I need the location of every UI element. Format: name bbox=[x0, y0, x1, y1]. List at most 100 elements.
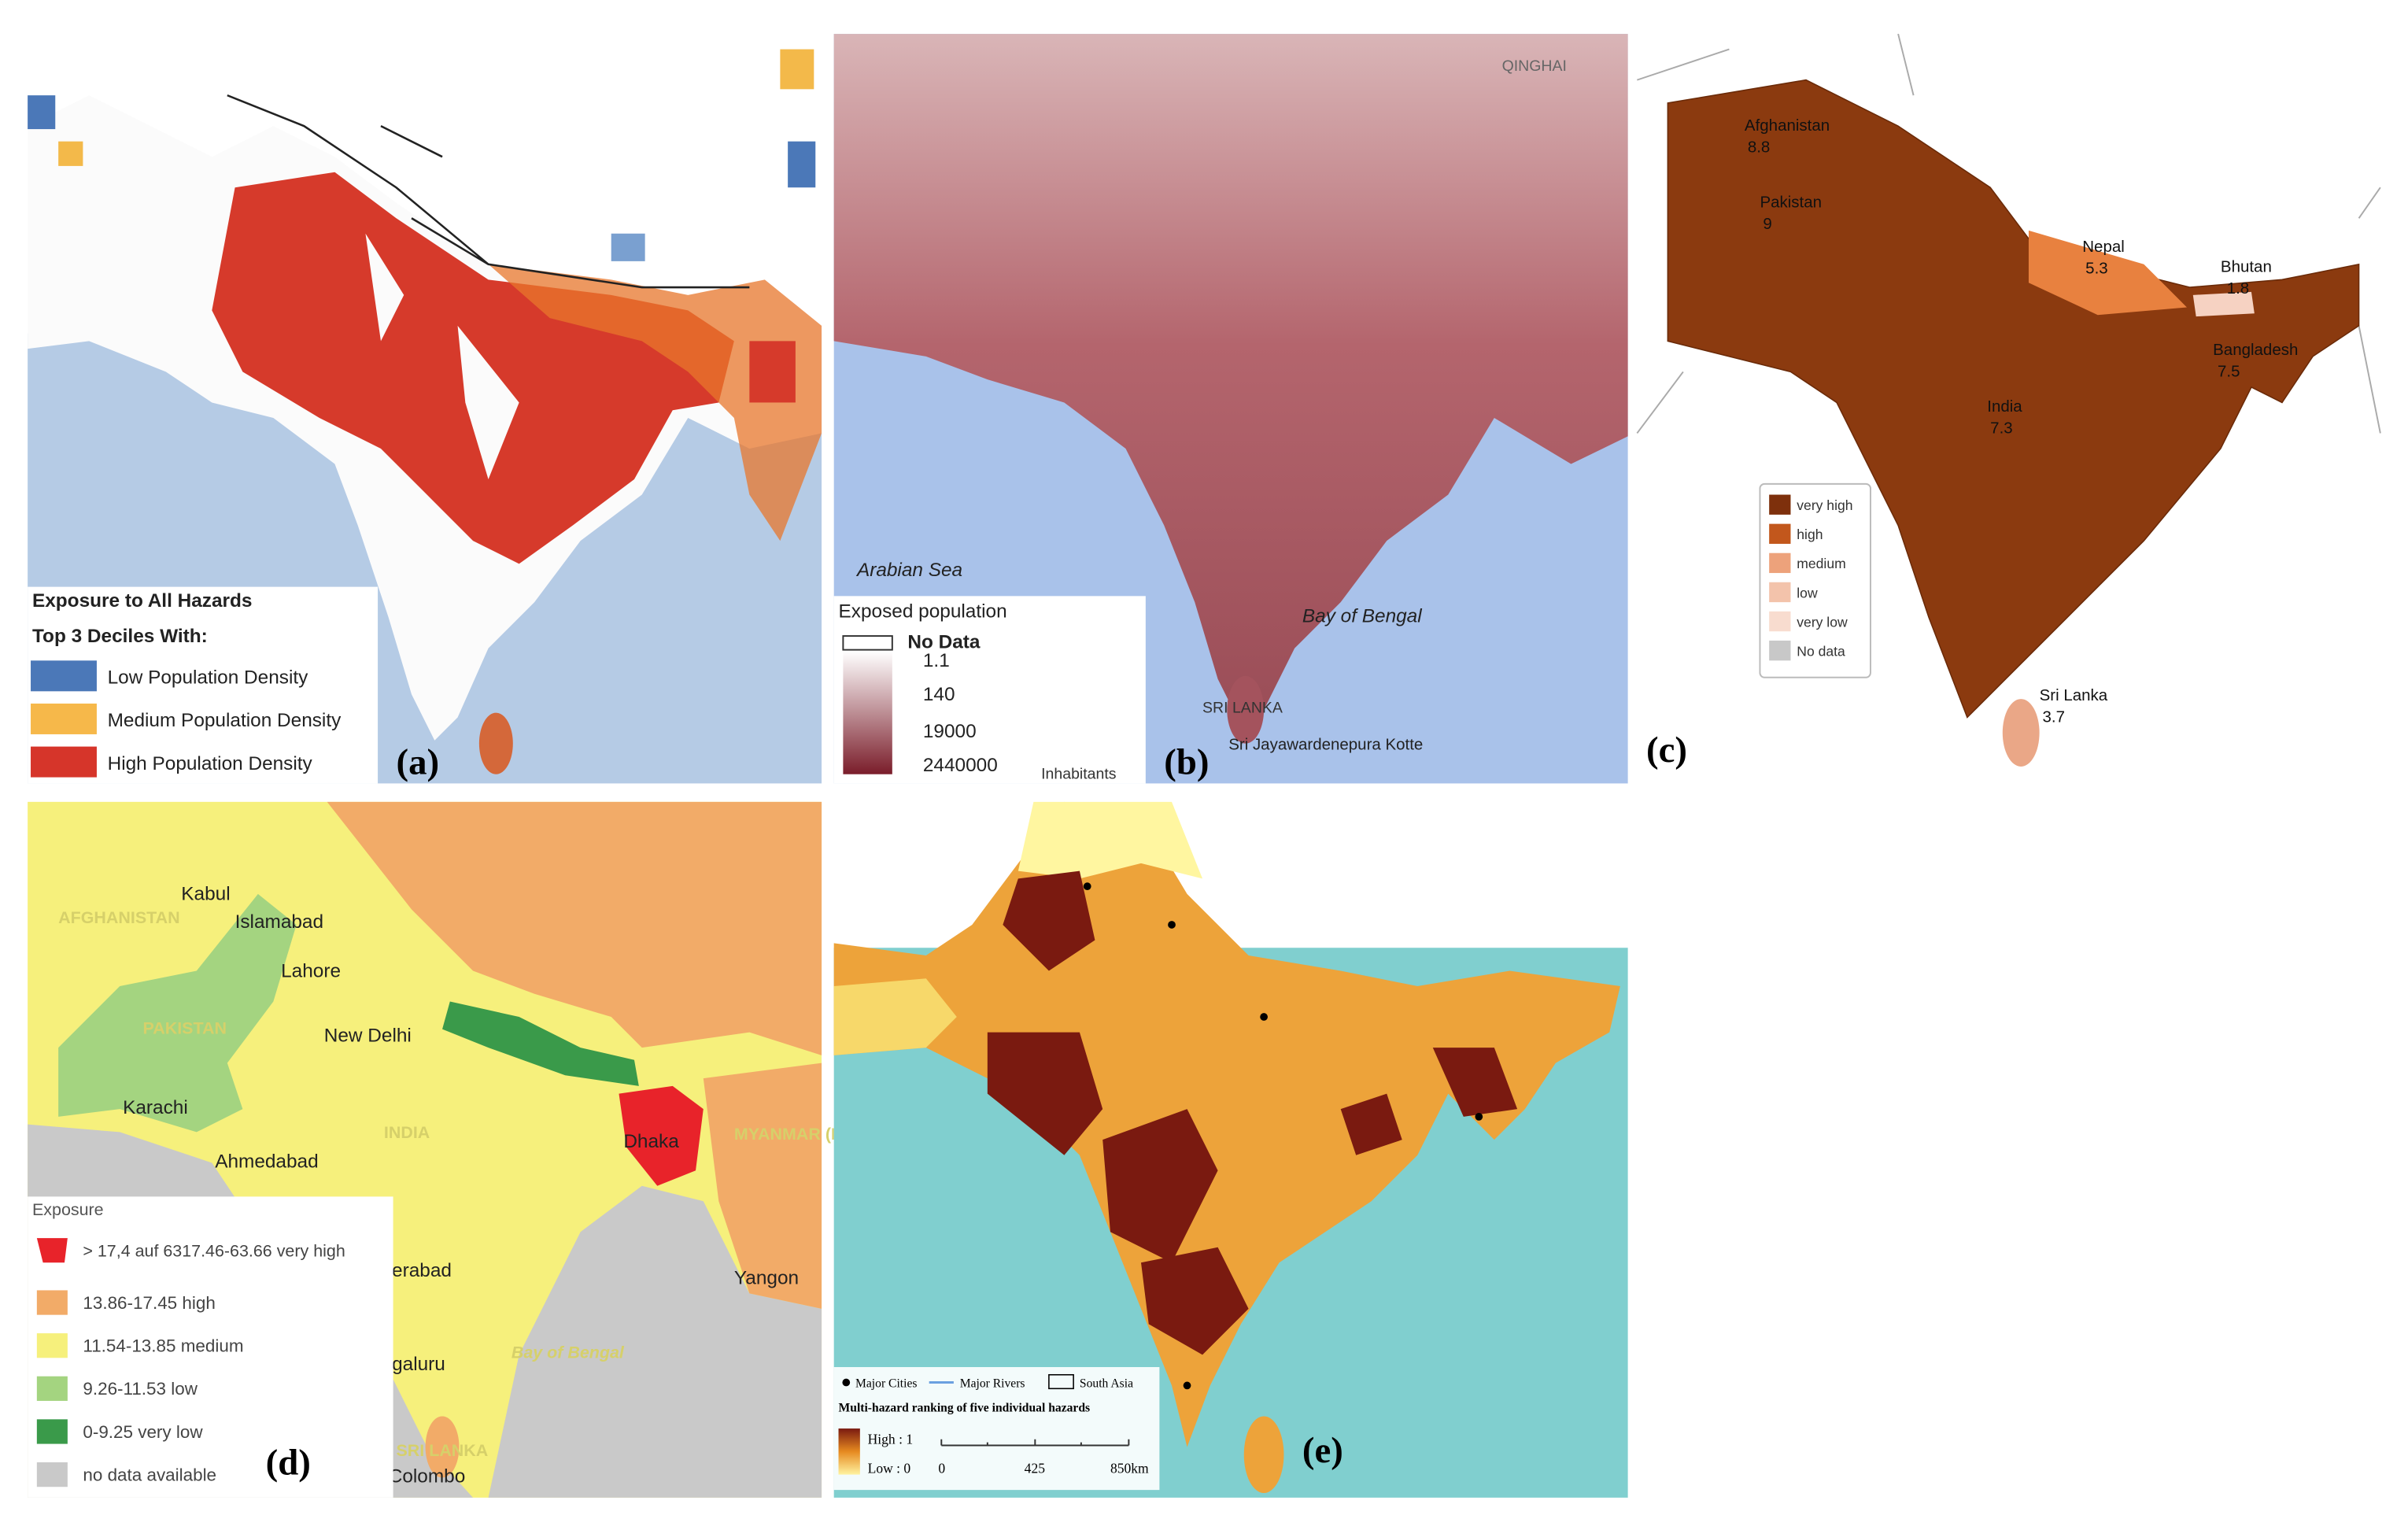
legend-label: > 17,4 auf 6317.46-63.66 very high bbox=[83, 1241, 345, 1260]
map-shape bbox=[31, 703, 97, 734]
place-label: SRI LANKA bbox=[396, 1441, 488, 1460]
legend-key: Major Rivers bbox=[960, 1377, 1025, 1390]
panel-c: Afghanistan 8.8 Pakistan 9 Nepal 5.3 Bhu… bbox=[1636, 33, 2381, 784]
place-label: Bay of Bengal bbox=[1302, 606, 1422, 627]
map-shape bbox=[488, 1185, 822, 1498]
panel-a: Exposure to All Hazards Top 3 Deciles Wi… bbox=[28, 34, 822, 784]
place-label: Karachi bbox=[123, 1097, 188, 1118]
map-shape bbox=[227, 94, 750, 289]
legend-label: no data available bbox=[83, 1465, 216, 1484]
map-shape bbox=[488, 264, 822, 541]
place-label: Islamabad bbox=[235, 911, 323, 933]
map-shape bbox=[833, 1367, 1160, 1491]
place-label: Arabian Sea bbox=[855, 560, 962, 581]
legend-label: No Data bbox=[907, 632, 981, 653]
scale-label: 0 bbox=[938, 1461, 945, 1476]
map-shape bbox=[987, 870, 1518, 1355]
map-shape bbox=[1183, 1381, 1191, 1390]
map-shape bbox=[1769, 611, 1791, 632]
legend-title: Exposed population bbox=[839, 601, 1007, 623]
map-shape bbox=[1769, 640, 1791, 661]
map-shape bbox=[703, 1062, 822, 1309]
place-label: Dhaka bbox=[623, 1131, 679, 1152]
map-shape bbox=[36, 1290, 68, 1315]
country-name: Pakistan bbox=[1760, 194, 1822, 212]
map-shape bbox=[2192, 291, 2255, 317]
map-shape bbox=[1243, 1416, 1284, 1494]
map-shape bbox=[2028, 230, 2187, 316]
map-shape bbox=[788, 141, 816, 188]
map-shape bbox=[833, 34, 1628, 726]
place-label: Bay of Bengal bbox=[512, 1343, 625, 1362]
map-shape bbox=[749, 341, 796, 403]
map-shape bbox=[1017, 801, 1203, 879]
map-shape bbox=[36, 1419, 68, 1444]
legend-key: South Asia bbox=[1080, 1377, 1133, 1390]
country-value: 7.3 bbox=[1990, 419, 2012, 437]
map-shape bbox=[842, 1378, 851, 1387]
map-shape bbox=[1475, 1113, 1483, 1121]
panel-e: Major Cities Major Rivers South Asia Mul… bbox=[833, 801, 1628, 1498]
map-shape bbox=[833, 801, 1620, 1447]
map-shape bbox=[478, 712, 513, 774]
place-label: Colombo bbox=[389, 1465, 466, 1487]
legend-label: 0-9.25 very low bbox=[83, 1422, 203, 1442]
legend-label: low bbox=[1797, 585, 1818, 601]
place-label: SRI LANKA bbox=[1202, 700, 1283, 717]
place-label: New Delhi bbox=[324, 1025, 412, 1046]
scale-label: 425 bbox=[1025, 1461, 1046, 1476]
map-shape bbox=[611, 233, 645, 261]
panel-b: QINGHAI Arabian Sea Bay of Bengal SRI LA… bbox=[833, 34, 1628, 784]
country-name: Sri Lanka bbox=[2040, 686, 2108, 704]
map-shape bbox=[28, 1196, 393, 1498]
legend-title: Exposure to All Hazards bbox=[32, 590, 252, 612]
legend-label: high bbox=[1797, 527, 1823, 542]
legend-label: 140 bbox=[923, 684, 955, 705]
map-shape bbox=[36, 1238, 68, 1263]
legend-label: very high bbox=[1797, 497, 1852, 513]
map-shape bbox=[36, 1376, 68, 1401]
map-shape bbox=[1769, 582, 1791, 603]
map-shape bbox=[58, 141, 83, 166]
map-shape bbox=[327, 801, 822, 1055]
map-shape bbox=[1769, 552, 1791, 574]
legend-label: 9.26-11.53 low bbox=[83, 1379, 198, 1399]
map-shape bbox=[31, 746, 97, 778]
legend-title: Exposure bbox=[32, 1200, 104, 1219]
place-label: Yangon bbox=[734, 1268, 799, 1289]
legend-label: medium bbox=[1797, 556, 1845, 571]
legend-label: Low Population Density bbox=[108, 667, 309, 689]
map-shape bbox=[1636, 33, 2381, 434]
legend-title: Multi-hazard ranking of five individual … bbox=[839, 1402, 1091, 1415]
map-shape bbox=[36, 1333, 68, 1358]
map-shape bbox=[1769, 494, 1791, 515]
panel-label: (a) bbox=[396, 742, 439, 783]
legend-label: 11.54-13.85 medium bbox=[83, 1336, 243, 1355]
country-value: 9 bbox=[1763, 215, 1771, 233]
legend-subtitle: Top 3 Deciles With: bbox=[32, 626, 208, 647]
country-value: 8.8 bbox=[1748, 138, 1770, 156]
place-label: Ahmedabad bbox=[215, 1151, 318, 1172]
map-shape bbox=[36, 1462, 68, 1488]
legend-label: 13.86-17.45 high bbox=[83, 1293, 215, 1313]
map-shape bbox=[780, 49, 814, 90]
map-shape bbox=[843, 651, 892, 774]
map-shape bbox=[619, 1085, 704, 1186]
legend-unit: Inhabitants bbox=[1041, 766, 1117, 783]
scale-label: 850km bbox=[1110, 1461, 1149, 1476]
legend-label: High Population Density bbox=[108, 753, 313, 774]
map-shape bbox=[1769, 523, 1791, 544]
country-value: 7.5 bbox=[2218, 362, 2240, 380]
legend-label: No data bbox=[1797, 643, 1845, 659]
country-value: 1.8 bbox=[2227, 279, 2249, 298]
map-shape bbox=[1168, 921, 1176, 929]
panel-label: (c) bbox=[1646, 730, 1687, 771]
country-name: Bhutan bbox=[2221, 258, 2272, 276]
map-shape bbox=[940, 1439, 1130, 1447]
panel-label: (b) bbox=[1164, 742, 1209, 783]
map-shape bbox=[2002, 699, 2040, 767]
map-shape bbox=[1048, 1373, 1074, 1390]
map-shape bbox=[838, 1428, 860, 1475]
